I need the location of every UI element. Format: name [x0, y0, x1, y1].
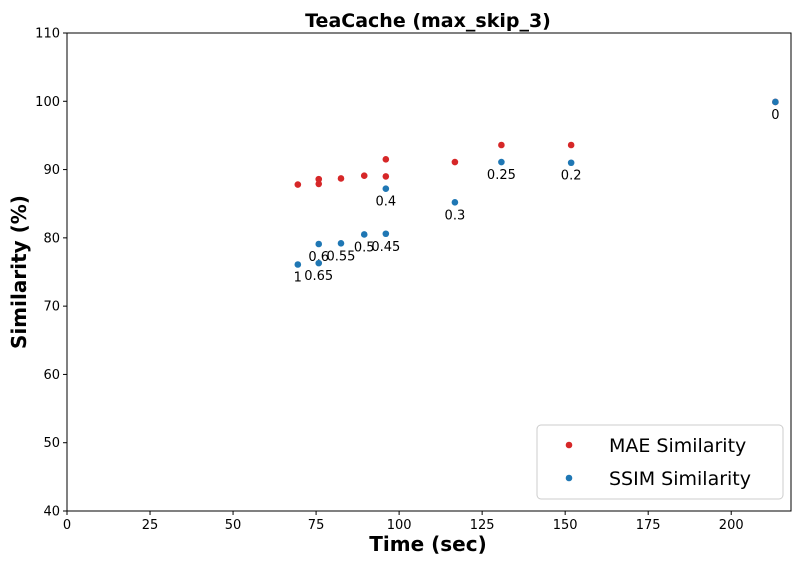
mae-point	[315, 175, 323, 183]
point-label: 0.55	[327, 249, 356, 264]
y-axis-label: Similarity (%)	[7, 195, 31, 349]
legend-marker	[565, 474, 573, 482]
ssim-point	[315, 259, 323, 267]
ssim-point	[382, 185, 390, 192]
y-tick-label: 40	[43, 505, 60, 520]
legend: MAE Similarity SSIM Similarity	[536, 424, 784, 500]
point-label: 0	[771, 108, 779, 123]
point-label: 0.65	[304, 269, 333, 284]
y-tick-label: 60	[43, 368, 60, 383]
mae-point	[337, 175, 345, 182]
mae-point	[315, 180, 323, 188]
x-axis-label: Time (sec)	[369, 532, 486, 556]
mae-point	[294, 181, 302, 188]
legend-marker	[565, 441, 573, 449]
x-tick-label: 0	[63, 518, 71, 533]
point-label: 0.45	[371, 240, 400, 255]
ssim-point	[315, 240, 323, 248]
chart-title: TeaCache (max_skip_3)	[305, 10, 551, 32]
ssim-point	[382, 230, 390, 238]
y-tick-label: 70	[43, 300, 60, 315]
mae-point	[498, 141, 505, 149]
y-tick-label: 80	[43, 231, 60, 246]
y-tick-label: 50	[43, 436, 60, 451]
ssim-point	[337, 240, 345, 247]
mae-point	[451, 158, 459, 166]
x-tick-label: 175	[636, 518, 661, 533]
x-tick-label: 75	[308, 518, 325, 533]
ssim-point	[294, 261, 302, 268]
x-tick-label: 200	[719, 518, 744, 533]
point-label: 0.25	[487, 168, 516, 183]
mae-point	[382, 173, 390, 180]
legend-label: MAE Similarity	[609, 435, 746, 457]
mae-point	[360, 172, 368, 180]
point-label: 0.6	[308, 250, 329, 265]
y-tick-label: 90	[43, 163, 60, 178]
x-tick-label: 25	[142, 518, 159, 533]
x-tick-label: 50	[225, 518, 242, 533]
legend-label: SSIM Similarity	[609, 468, 751, 490]
x-tick-label: 100	[387, 518, 412, 533]
point-label: 0.3	[445, 208, 466, 223]
plot-frame	[66, 32, 792, 512]
ssim-point	[360, 231, 368, 238]
ssim-point	[498, 158, 505, 166]
ssim-point	[772, 98, 779, 106]
y-tick-label: 110	[35, 27, 60, 42]
x-tick-label: 150	[553, 518, 578, 533]
mae-point	[382, 156, 390, 163]
point-label: 0.2	[561, 169, 582, 184]
point-label: 1	[294, 270, 302, 285]
ssim-point	[451, 199, 459, 206]
mae-point	[567, 141, 575, 149]
ssim-point	[567, 159, 575, 167]
legend-box	[536, 424, 784, 500]
x-tick-label: 125	[470, 518, 495, 533]
point-label: 0.5	[354, 240, 375, 255]
plot-area: 0 25 50 75 100 125 150 175 200 40 50 60 70 80 90 100 110…	[35, 27, 792, 533]
point-label: 0.4	[375, 195, 396, 210]
y-tick-label: 100	[35, 95, 60, 110]
